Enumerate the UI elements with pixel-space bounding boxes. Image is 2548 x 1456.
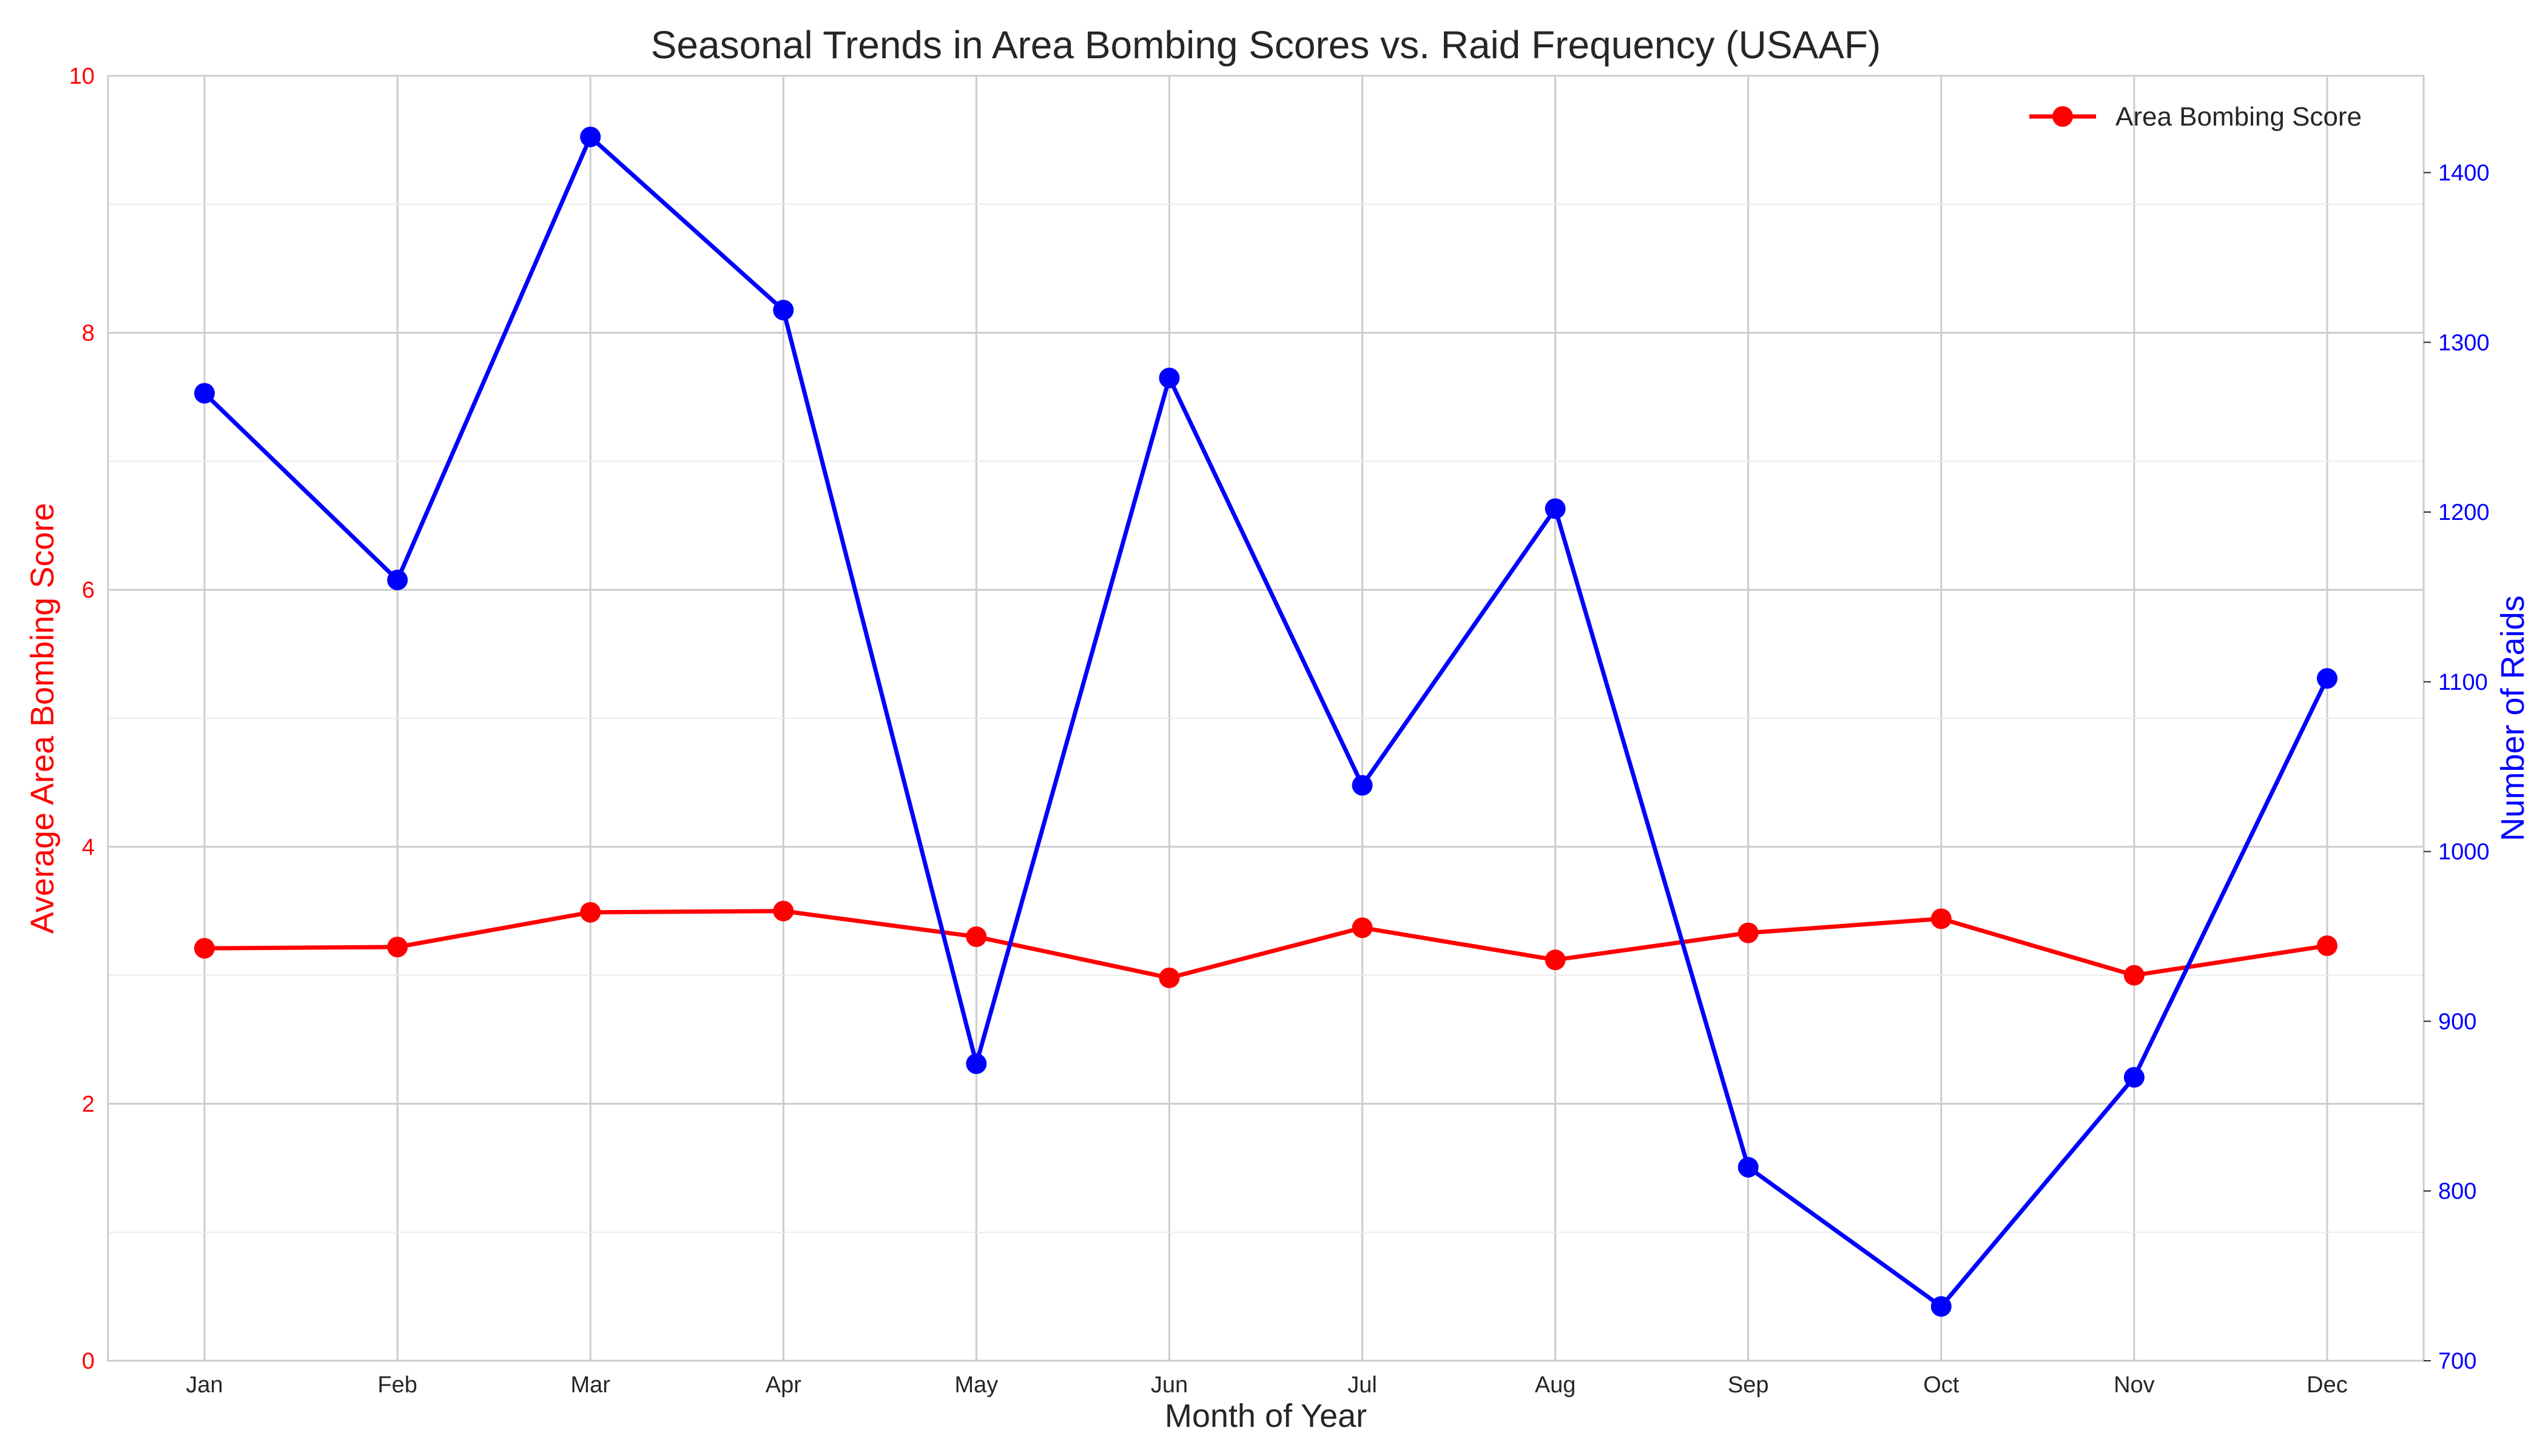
series-0-point: [1159, 967, 1180, 988]
ticks-layer: Jan Feb Mar Apr May Jun Jul Aug Sep Oct Nov Dec 0 2 4 6…: [69, 64, 2490, 1398]
y-left-tick-label: 6: [82, 578, 95, 603]
series-1-point: [1159, 368, 1180, 389]
series-0-point: [1737, 922, 1759, 943]
y-right-tick-label: 900: [2438, 1009, 2476, 1034]
y-left-tick-label: 8: [82, 321, 95, 346]
series-1-point: [580, 126, 601, 147]
series-0-point: [966, 926, 987, 948]
y-left-tick-label: 10: [69, 64, 95, 89]
series-1-point: [194, 383, 215, 404]
x-tick-label: Mar: [570, 1372, 610, 1398]
y-left-tick-label: 0: [82, 1349, 95, 1374]
x-tick-label: Apr: [766, 1372, 801, 1398]
series-1-point: [773, 300, 794, 321]
series-1-point: [966, 1053, 987, 1074]
series-1-point: [1737, 1157, 1759, 1178]
x-tick-label: Feb: [377, 1372, 417, 1398]
x-tick-label: Aug: [1535, 1372, 1576, 1398]
legend-marker: [2052, 106, 2073, 127]
x-tick-label: Jun: [1151, 1372, 1188, 1398]
y-right-tick-label: 1100: [2438, 670, 2488, 695]
series-0-point: [580, 902, 601, 923]
series-layer: [194, 126, 2337, 1317]
y-left-tick-label: 4: [82, 835, 95, 860]
series-0-point: [1930, 908, 1952, 929]
series-1-point: [387, 569, 408, 590]
plot-frame: [107, 75, 2425, 1362]
series-0-point: [1545, 949, 1566, 971]
series-1-point: [1930, 1296, 1952, 1317]
x-tick-label: Jan: [186, 1372, 223, 1398]
series-0-point: [194, 938, 215, 959]
series-1-point: [1352, 775, 1373, 796]
chart-title: Seasonal Trends in Area Bombing Scores v…: [651, 23, 1881, 67]
series-1-point: [1545, 498, 1566, 519]
series-1-point: [2123, 1067, 2145, 1088]
y-right-tick-label: 1000: [2438, 840, 2490, 865]
series-0-point: [387, 937, 408, 958]
y-right-tick-label: 1200: [2438, 500, 2490, 525]
x-tick-label: Dec: [2307, 1372, 2348, 1398]
x-tick-label: Sep: [1728, 1372, 1769, 1398]
legend: Area Bombing Score: [2029, 102, 2362, 132]
y-right-tick-label: 1300: [2438, 330, 2490, 356]
y-left-tick-label: 2: [82, 1091, 95, 1117]
y-right-tick-label: 1400: [2438, 160, 2490, 186]
y-right-tick-label: 800: [2438, 1179, 2476, 1204]
series-0-point: [1352, 917, 1373, 939]
series-1-point: [2316, 668, 2337, 689]
series-line-0: [204, 909, 2328, 980]
x-tick-label: Jul: [1347, 1372, 1377, 1398]
y-axis-right-label: Number of Raids: [2495, 595, 2531, 841]
series-line-1: [203, 135, 2330, 1309]
y-axis-left-label: Average Area Bombing Score: [24, 503, 61, 934]
series-0-point: [2316, 935, 2337, 956]
x-tick-label: Nov: [2114, 1372, 2155, 1398]
y-right-tick-label: 700: [2438, 1349, 2476, 1374]
x-axis-label: Month of Year: [1165, 1398, 1367, 1434]
x-tick-label: Oct: [1923, 1372, 1960, 1398]
legend-label: Area Bombing Score: [2115, 102, 2362, 132]
series-0-point: [773, 900, 794, 922]
series-0-point: [2123, 965, 2145, 986]
x-tick-label: May: [954, 1372, 998, 1398]
